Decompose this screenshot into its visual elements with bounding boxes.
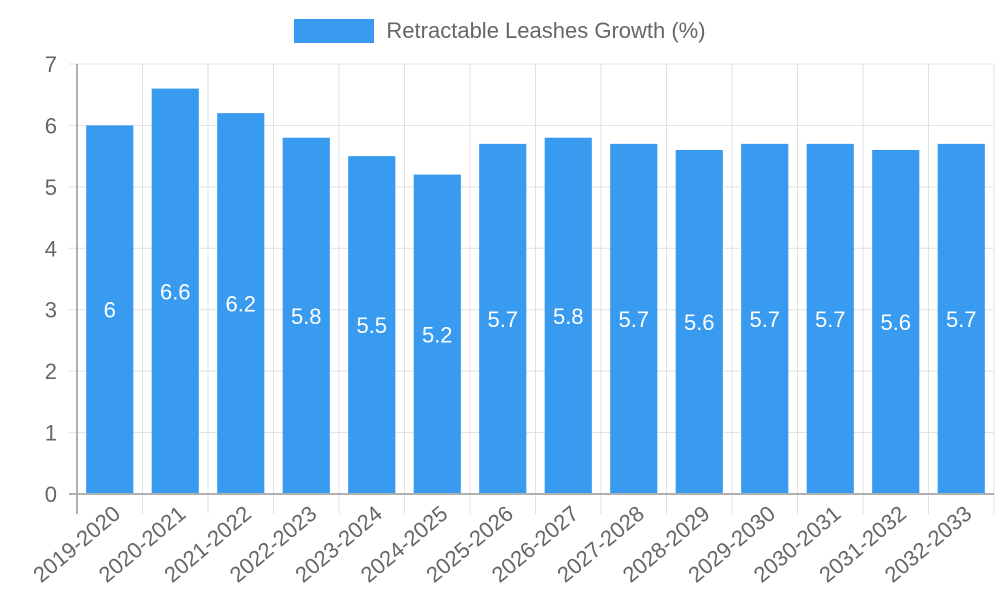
data-label: 5.8 xyxy=(291,304,322,329)
data-label: 5.7 xyxy=(487,307,518,332)
y-tick-label: 0 xyxy=(45,482,57,507)
data-label: 5.7 xyxy=(618,307,649,332)
y-tick-label: 1 xyxy=(45,421,57,446)
data-label: 5.5 xyxy=(356,313,387,338)
bar[interactable] xyxy=(151,88,199,495)
data-label: 6.6 xyxy=(160,279,191,304)
data-label: 5.7 xyxy=(815,307,846,332)
bar[interactable] xyxy=(872,150,920,494)
bar[interactable] xyxy=(282,137,330,494)
bar[interactable] xyxy=(413,174,461,495)
bar[interactable] xyxy=(675,150,723,494)
bar[interactable] xyxy=(544,137,592,494)
bar-series xyxy=(86,88,985,495)
y-tick-label: 7 xyxy=(45,52,57,77)
y-tick-label: 6 xyxy=(45,113,57,138)
data-label: 5.7 xyxy=(946,307,977,332)
x-axis-ticks: 2019-20202020-20212021-20222022-20232023… xyxy=(28,501,976,588)
data-label: 5.6 xyxy=(684,310,715,335)
y-tick-label: 5 xyxy=(45,175,57,200)
y-axis-ticks: 0 1 2 3 4 5 6 7 xyxy=(45,52,57,507)
bar[interactable] xyxy=(610,143,658,494)
y-tick-label: 2 xyxy=(45,359,57,384)
chart-legend: Retractable Leashes Growth (%) xyxy=(0,18,1000,44)
bar[interactable] xyxy=(348,156,396,494)
data-label: 5.8 xyxy=(553,304,584,329)
data-label: 5.6 xyxy=(880,310,911,335)
bar[interactable] xyxy=(479,143,527,494)
y-tick-label: 3 xyxy=(45,298,57,323)
legend-label: Retractable Leashes Growth (%) xyxy=(386,18,706,43)
data-label: 5.2 xyxy=(422,322,453,347)
data-labels: 6 6.6 6.2 5.8 5.5 5.2 5.7 5.8 5.7 5.6 5.7 5.7 5.6 5.7 xyxy=(104,279,977,347)
axes xyxy=(69,64,994,514)
bar[interactable] xyxy=(217,113,265,495)
bar[interactable] xyxy=(806,143,854,494)
grid-lines xyxy=(69,63,995,514)
bar[interactable] xyxy=(937,143,985,494)
data-label: 6 xyxy=(104,298,116,323)
bar[interactable] xyxy=(86,125,134,494)
bar[interactable] xyxy=(741,143,789,494)
data-label: 6.2 xyxy=(225,292,256,317)
data-label: 5.7 xyxy=(749,307,780,332)
y-tick-label: 4 xyxy=(45,236,57,261)
legend-swatch[interactable] xyxy=(294,19,375,43)
